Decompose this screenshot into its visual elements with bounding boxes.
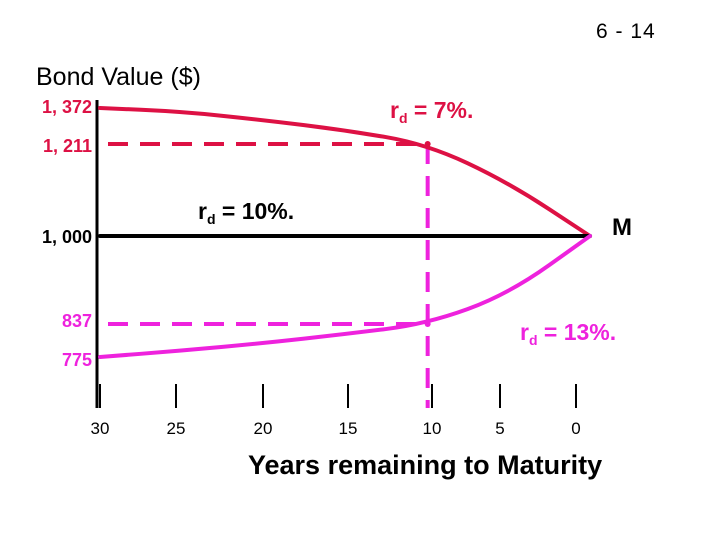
x-tick-label: 30	[91, 419, 110, 438]
series-line-rd-13	[98, 234, 592, 359]
series-label-rd-7: rd = 7%.	[390, 97, 474, 126]
series-label-rd-10: rd = 10%.	[198, 198, 295, 227]
point-837	[424, 321, 431, 327]
y-tick-label: 1, 000	[42, 227, 92, 247]
x-tick-label: 20	[254, 419, 273, 438]
x-axis-label: Years remaining to Maturity	[248, 450, 603, 480]
x-tick-label: 15	[339, 419, 358, 438]
maturity-label: M	[612, 214, 632, 241]
x-tick-label: 0	[571, 419, 580, 438]
y-tick-label: 837	[62, 311, 92, 331]
y-tick-label: 775	[62, 350, 92, 370]
point-1211	[424, 141, 431, 147]
chart-title: Bond Value ($)	[36, 63, 201, 91]
y-tick-label: 1, 211	[43, 136, 92, 156]
x-tick-label: 25	[167, 419, 186, 438]
x-tick-label: 5	[495, 419, 504, 438]
series-label-rd-13: rd = 13%.	[520, 319, 617, 348]
x-tick-label: 10	[423, 419, 442, 438]
slide-number: 6 - 14	[596, 20, 656, 43]
series-line-rd-7	[98, 106, 592, 238]
y-tick-label: 1, 372	[42, 97, 92, 117]
